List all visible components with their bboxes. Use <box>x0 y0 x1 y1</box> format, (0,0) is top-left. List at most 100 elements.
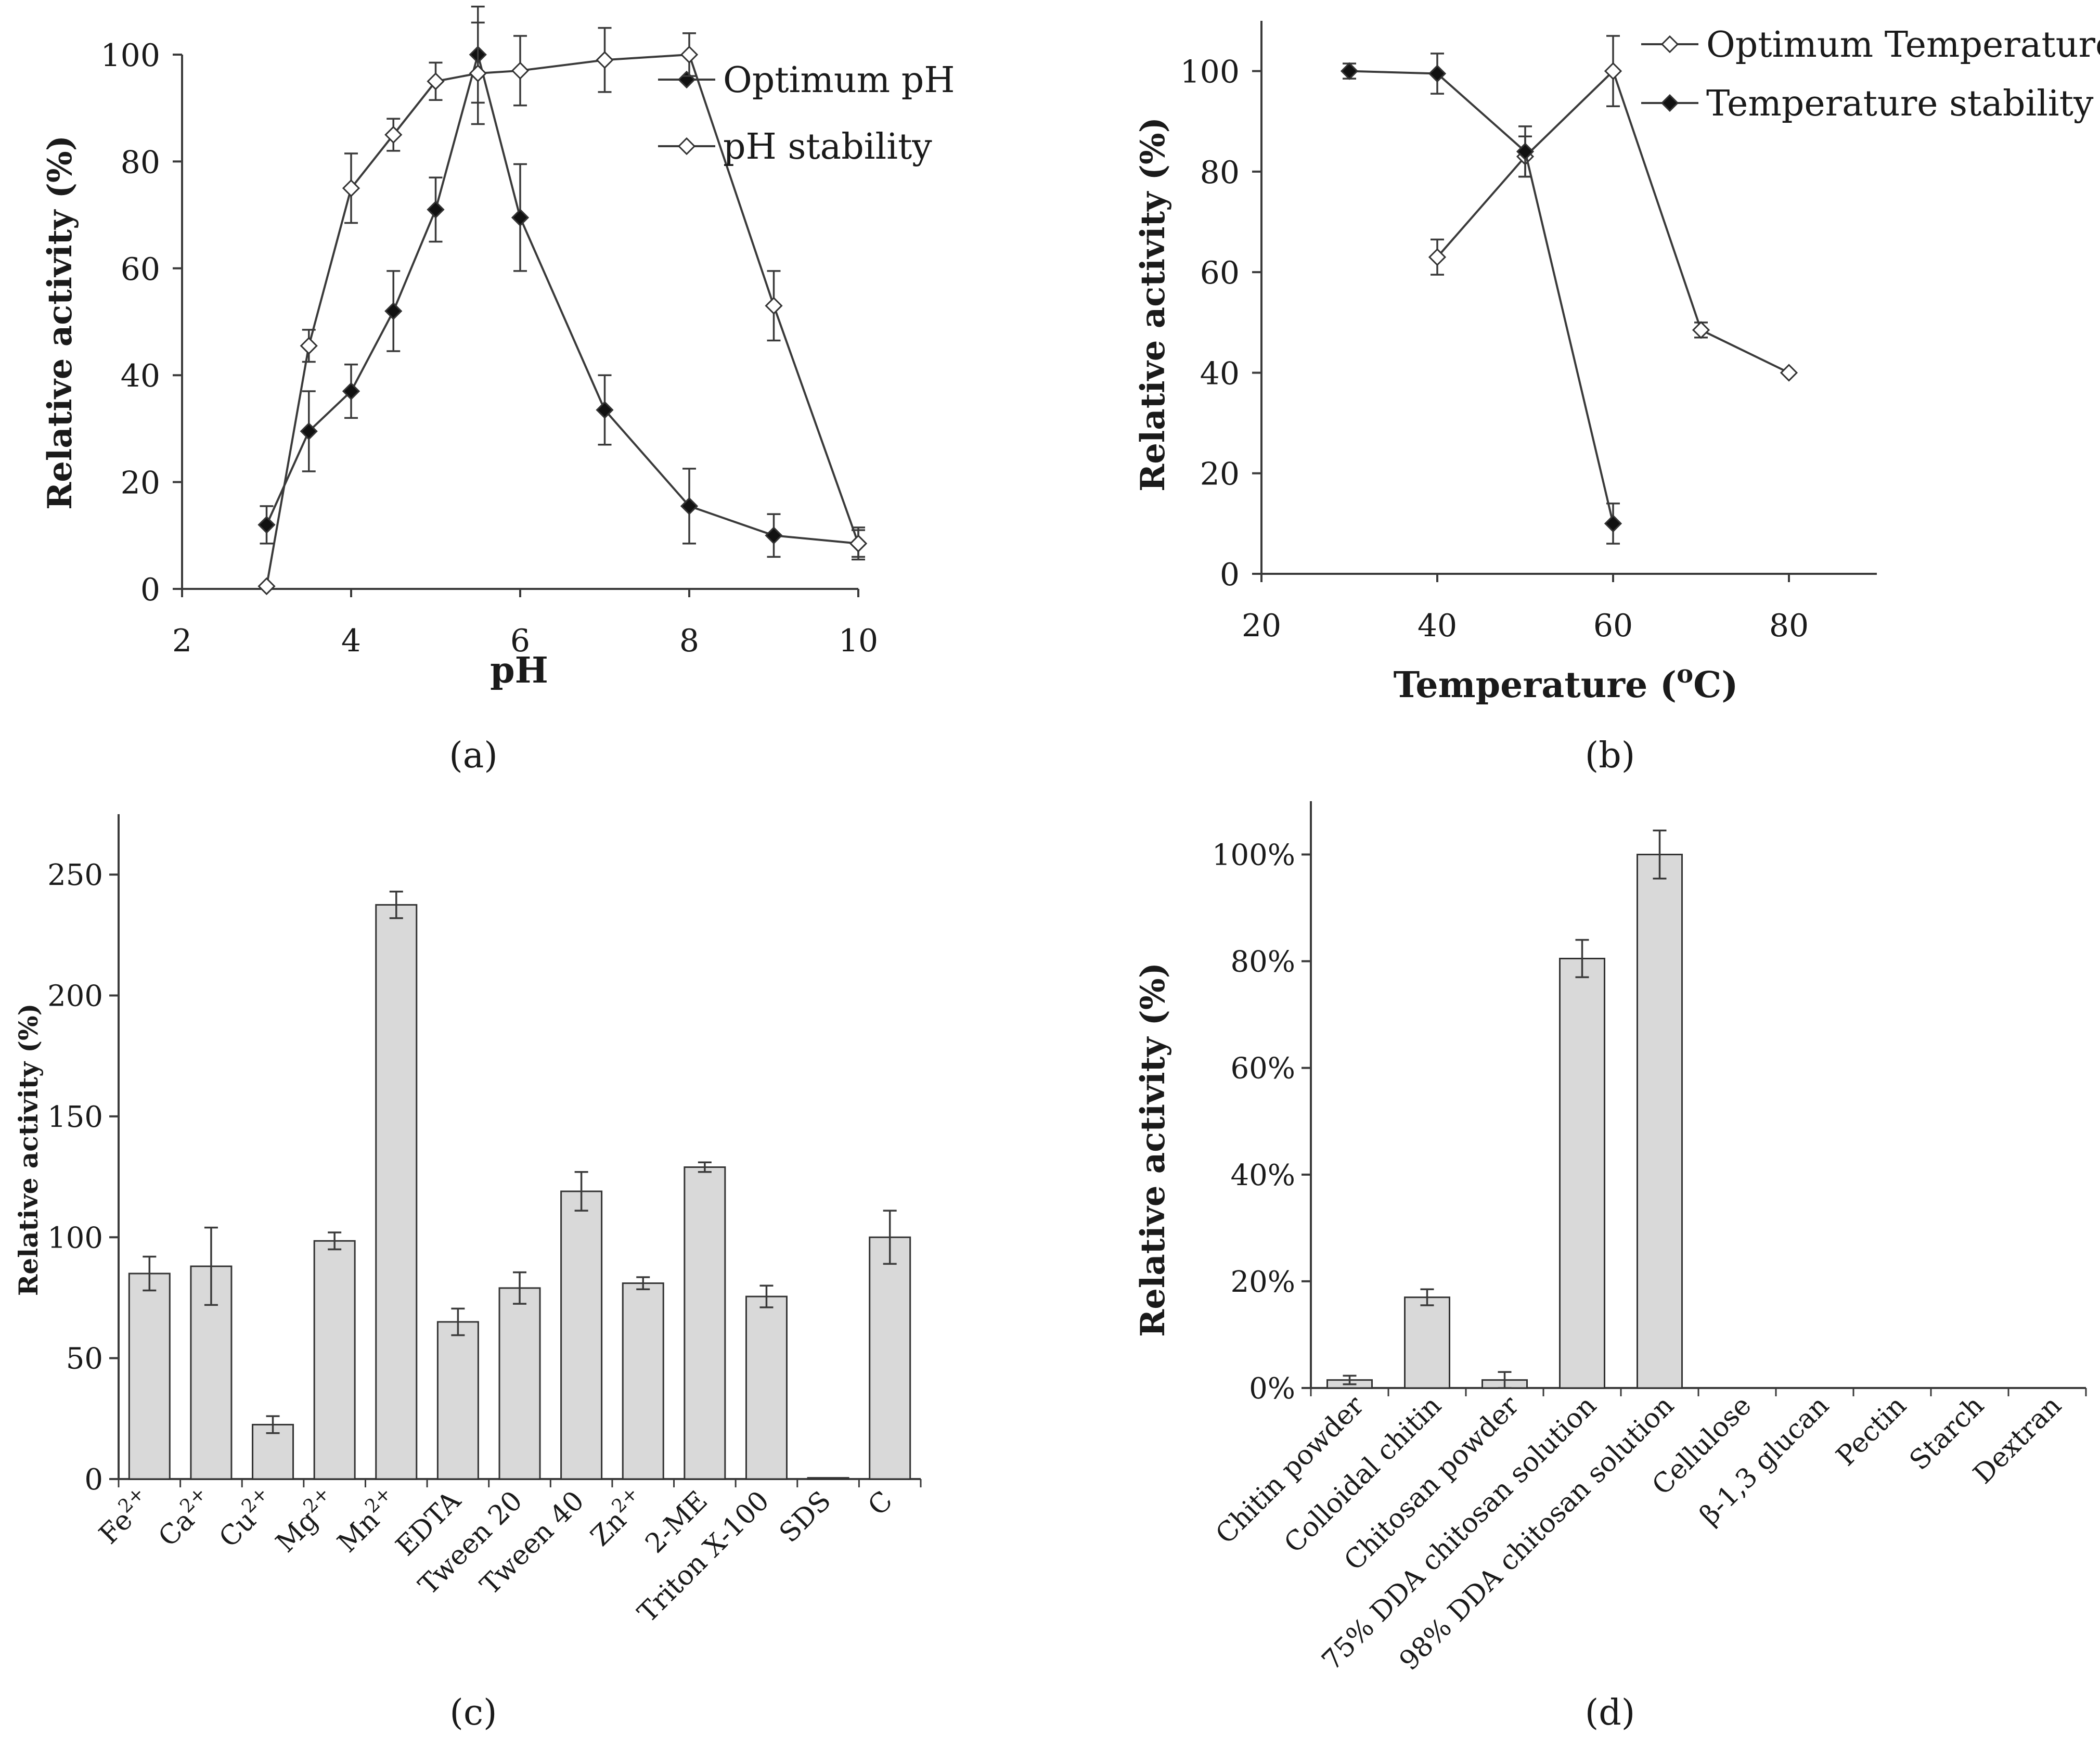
error-bar <box>1653 829 1667 880</box>
legend-marker <box>1660 94 1679 112</box>
legend-marker <box>677 137 696 156</box>
category-label: 75% DDA chitosan solution <box>1316 1390 1603 1677</box>
error-bar <box>328 1231 342 1251</box>
data-point <box>511 209 530 227</box>
y-tick-label: 0 <box>1220 557 1240 593</box>
bar <box>1404 1296 1450 1389</box>
bar <box>128 1273 171 1480</box>
bar <box>375 904 418 1480</box>
category-label: Mg2+ <box>267 1483 343 1559</box>
error-bar <box>883 1210 897 1265</box>
y-axis-label: Relative activity (%) <box>41 135 80 510</box>
y-tick-label: 50 <box>66 1342 103 1376</box>
y-axis-label: Relative activity (%) <box>1133 962 1173 1337</box>
x-axis-label: pH <box>490 650 548 691</box>
error-bar <box>636 1276 650 1290</box>
y-tick-label: 100% <box>1212 839 1295 872</box>
data-point <box>680 45 699 64</box>
bar <box>745 1295 788 1480</box>
y-tick-label: 60 <box>121 251 160 288</box>
panel-a-optimum-ph-chart: 0 20 40 60 80 100 2 4 6 8 10 Optimum pH pH stability… <box>41 5 955 691</box>
error-bar <box>759 1284 774 1308</box>
y-tick-label: 60 <box>1200 255 1240 291</box>
series-open <box>257 21 868 595</box>
y-tick-label: 100 <box>100 37 160 74</box>
y-tick-label: 0 <box>140 572 160 608</box>
bar <box>190 1265 233 1480</box>
series-filled <box>1340 53 1622 545</box>
data-point <box>680 497 699 515</box>
error-bar <box>389 890 403 919</box>
bar <box>869 1236 911 1480</box>
error-bar <box>513 1271 526 1305</box>
error-bar <box>1343 1374 1357 1385</box>
bar <box>684 1166 726 1480</box>
data-point <box>300 422 318 441</box>
category-label: Zn2+ <box>582 1483 652 1552</box>
y-tick-label: 60% <box>1231 1052 1295 1086</box>
category-label: Ca2+ <box>150 1483 220 1553</box>
category-label: 98% DDA chitosan solution <box>1394 1390 1680 1677</box>
data-point <box>765 297 783 315</box>
data-point <box>596 51 614 69</box>
bar <box>1559 958 1605 1389</box>
y-tick-label: 200 <box>47 980 103 1013</box>
bar <box>807 1477 849 1480</box>
data-point <box>1692 321 1710 339</box>
data-point <box>1428 248 1447 266</box>
legend-label: Optimum pH <box>723 60 955 101</box>
data-point <box>596 401 614 419</box>
y-tick-label: 40 <box>1200 355 1240 392</box>
bar <box>622 1282 664 1480</box>
error-bar <box>574 1171 588 1212</box>
category-label: Mn2+ <box>329 1483 405 1559</box>
data-point <box>469 64 487 83</box>
x-tick-label: 40 <box>1418 608 1457 644</box>
error-bar <box>204 1226 218 1306</box>
data-point <box>765 526 783 545</box>
x-tick-label: 4 <box>341 623 361 659</box>
y-tick-label: 100 <box>47 1221 103 1255</box>
error-bar <box>1575 939 1589 979</box>
caption-a: (a) <box>449 735 498 776</box>
y-tick-label: 80 <box>1200 155 1240 191</box>
x-tick-label: 20 <box>1242 608 1281 644</box>
y-tick-label: 250 <box>47 858 103 892</box>
y-tick-label: 20% <box>1231 1265 1295 1299</box>
data-point <box>257 577 276 595</box>
error-bar <box>1498 1371 1512 1389</box>
y-tick-label: 80% <box>1231 945 1295 979</box>
y-tick-label: 150 <box>47 1100 103 1134</box>
y-tick-label: 20 <box>1200 456 1240 493</box>
y-tick-label: 100 <box>1180 54 1240 91</box>
x-tick-label: 6 <box>510 623 530 659</box>
data-point <box>1516 143 1535 161</box>
legend-entry: Optimum pH <box>658 60 955 101</box>
y-tick-label: 0 <box>84 1463 103 1497</box>
bar <box>560 1190 603 1480</box>
y-tick-label: 20 <box>121 465 160 502</box>
legend-entry: Temperature stability <box>1641 83 2094 124</box>
y-axis-label: Relative activity (%) <box>1133 117 1173 492</box>
y-tick-label: 80 <box>121 144 160 181</box>
data-point <box>384 125 403 144</box>
legend-entry: pH stability <box>658 126 932 168</box>
caption-c: (c) <box>449 1692 497 1733</box>
legend-label: Optimum Temperature <box>1706 24 2100 66</box>
data-point <box>427 72 445 91</box>
x-tick-label: 80 <box>1769 608 1809 644</box>
x-tick-label: 8 <box>679 623 699 659</box>
error-bar <box>266 1415 280 1434</box>
y-tick-label: 40% <box>1231 1159 1295 1192</box>
x-tick-label: 2 <box>172 623 192 659</box>
data-point <box>849 534 868 552</box>
data-point <box>257 516 276 534</box>
bar <box>313 1240 356 1480</box>
category-label: Pectin <box>1831 1390 1913 1472</box>
data-point <box>1604 515 1622 533</box>
data-point <box>1604 62 1622 80</box>
x-tick-label: 60 <box>1593 608 1633 644</box>
